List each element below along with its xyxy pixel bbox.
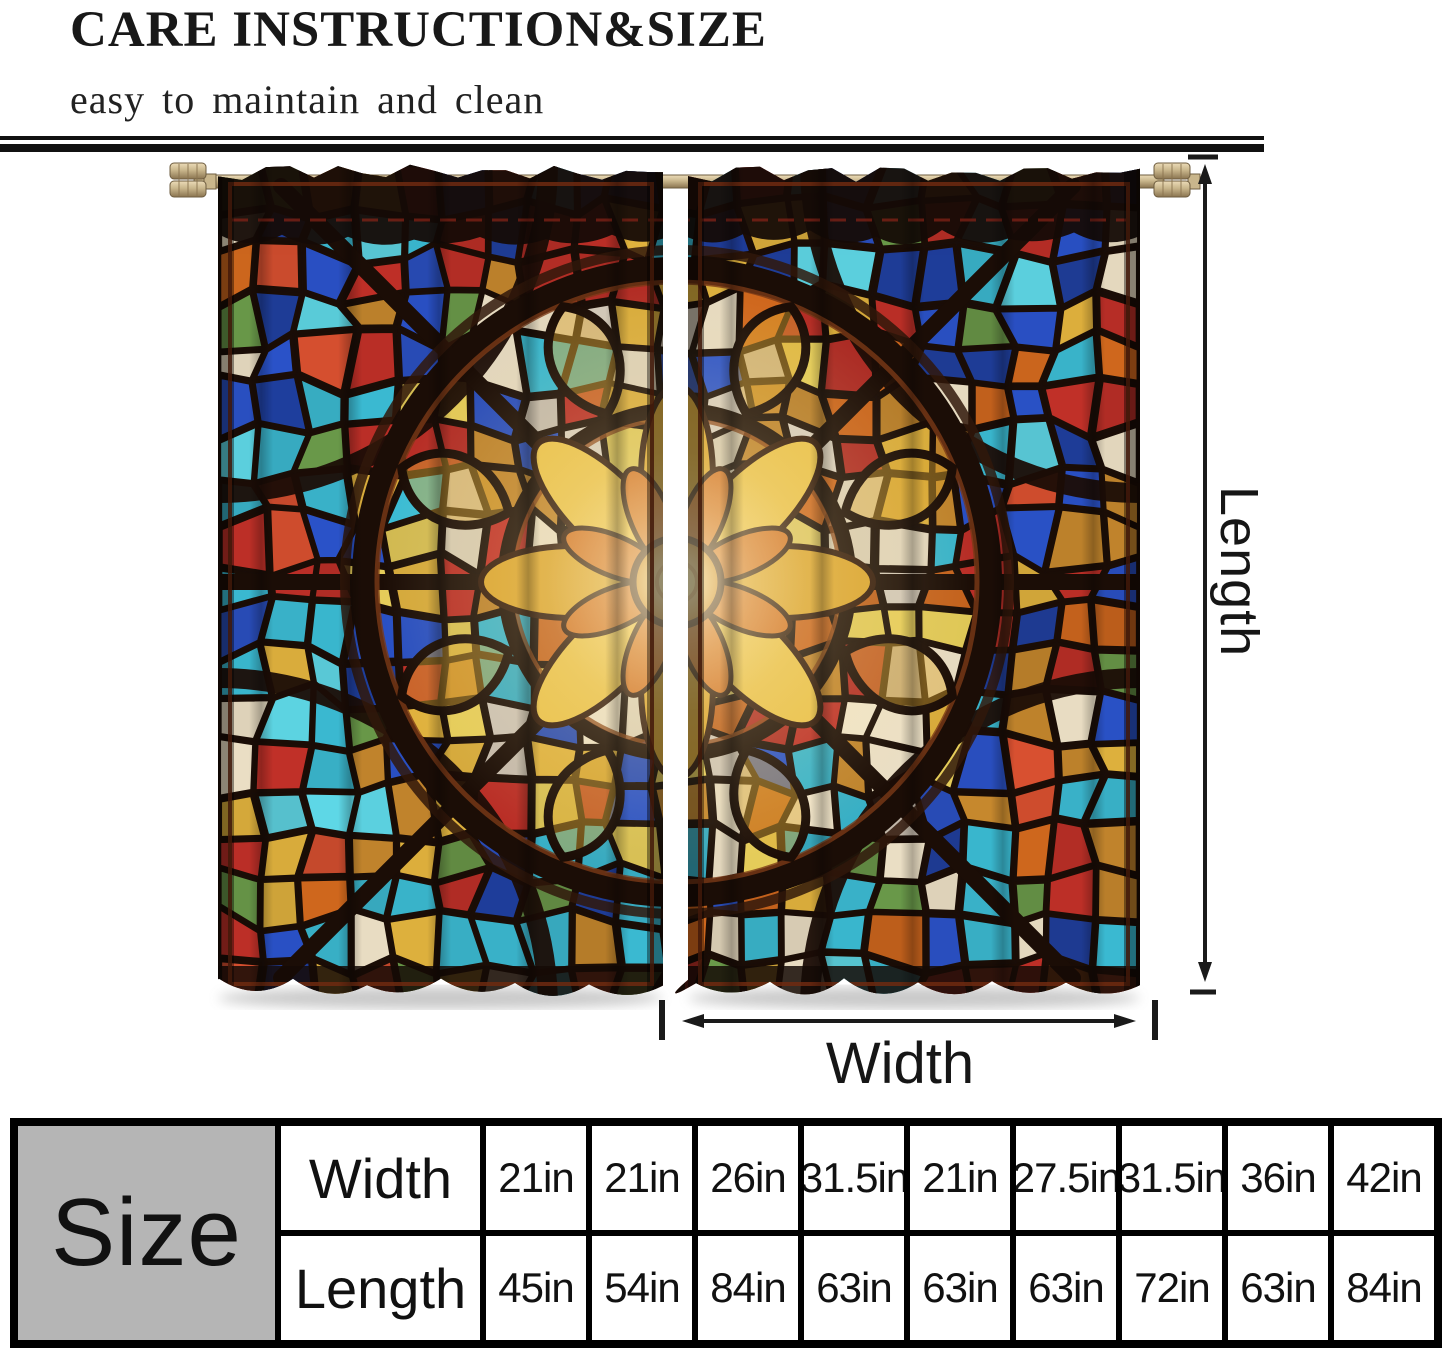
page-title: CARE INSTRUCTION&SIZE xyxy=(70,2,767,58)
size-row-label: Length xyxy=(281,1236,480,1340)
width-arrow xyxy=(659,1000,1158,1040)
size-value-cell: 36in xyxy=(1228,1126,1328,1230)
size-value-cell: 21in xyxy=(592,1126,692,1230)
size-value-cell: 27.5in xyxy=(1016,1126,1116,1230)
length-arrow xyxy=(1188,154,1218,995)
size-value-cell: 54in xyxy=(592,1236,692,1340)
size-row-label: Width xyxy=(281,1126,480,1230)
size-table: Size Width 21in 21in 26in 31.5in 21in 27.5in 31… xyxy=(10,1118,1442,1348)
divider-line-thin xyxy=(0,136,1264,140)
header-divider xyxy=(0,136,1264,152)
divider-line-thick xyxy=(0,144,1264,152)
size-value-cell: 21in xyxy=(910,1126,1010,1230)
page-subtitle: easy to maintain and clean xyxy=(70,77,545,123)
size-value-cell: 45in xyxy=(486,1236,586,1340)
size-value-cell: 63in xyxy=(910,1236,1010,1340)
size-value-cell: 84in xyxy=(1334,1236,1434,1340)
header: CARE INSTRUCTION&SIZE easy to maintain a… xyxy=(70,2,767,123)
length-dimension-label: Length xyxy=(1209,486,1269,658)
size-value-cell: 84in xyxy=(698,1236,798,1340)
size-table-corner-label: Size xyxy=(18,1126,275,1340)
size-value-cell: 63in xyxy=(1016,1236,1116,1340)
size-value-cell: 72in xyxy=(1122,1236,1222,1340)
size-value-cell: 63in xyxy=(804,1236,904,1340)
size-value-cell: 31.5in xyxy=(804,1126,904,1230)
size-value-cell: 63in xyxy=(1228,1236,1328,1340)
width-dimension-label: Width xyxy=(825,1031,975,1096)
curtain-product-image xyxy=(169,162,1201,1009)
size-value-cell: 31.5in xyxy=(1122,1126,1222,1230)
size-value-cell: 42in xyxy=(1334,1126,1434,1230)
size-value-cell: 21in xyxy=(486,1126,586,1230)
size-value-cell: 26in xyxy=(698,1126,798,1230)
